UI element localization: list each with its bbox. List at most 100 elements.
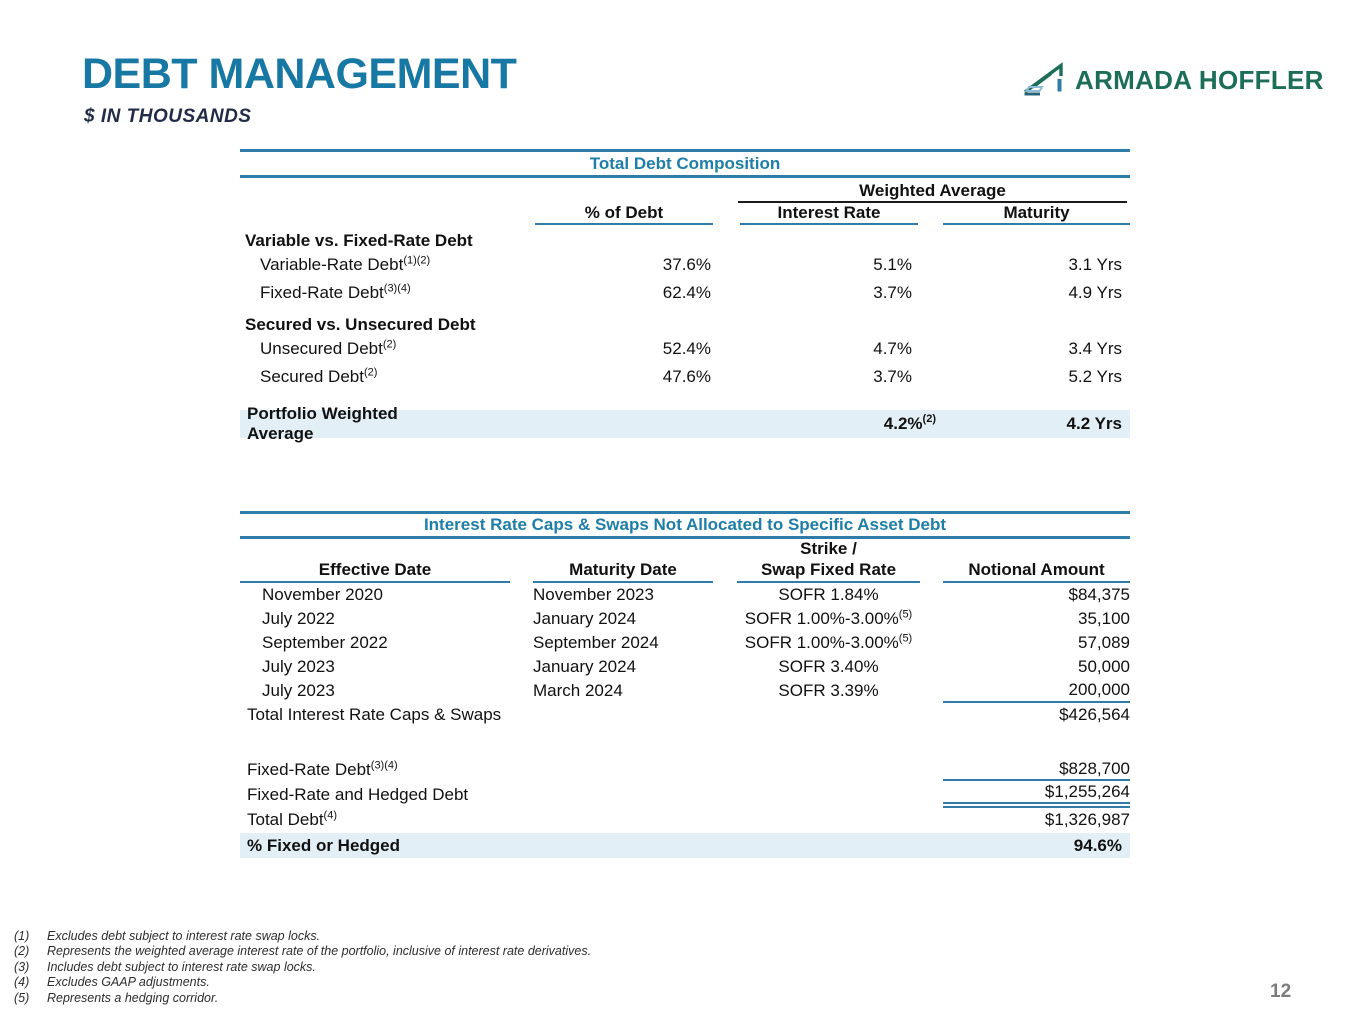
strike-value: SOFR 1.00%-3.00%(5) (737, 633, 920, 653)
footnote-ref: (2) (363, 366, 378, 379)
footnote: (4) Excludes GAAP adjustments. (14, 975, 591, 991)
row-label-text: Unsecured Debt (260, 339, 383, 358)
col-header-swap-fixed-rate: Swap Fixed Rate (737, 559, 920, 583)
footnote-ref: (1)(2) (403, 254, 431, 267)
col-header-pct-of-debt: % of Debt (535, 203, 713, 225)
col-header-strike-line1: Strike / (800, 539, 857, 558)
row-label-text: Secured Debt (260, 367, 364, 386)
pct-fixed-or-hedged-row: % Fixed or Hedged 94.6% (240, 833, 1130, 858)
summary-row-fixed-and-hedged: Fixed-Rate and Hedged Debt $1,255,264 (240, 782, 1130, 808)
page-number: 12 (1270, 981, 1292, 1002)
highlight-label: % Fixed or Hedged (247, 835, 401, 855)
portfolio-maturity-value: 4.2 Yrs (1066, 414, 1122, 433)
footnote: (1) Excludes debt subject to interest ra… (14, 928, 591, 944)
strike-value: SOFR 1.00%-3.00%(5) (737, 609, 920, 629)
caps-swaps-total-row: Total Interest Rate Caps & Swaps $426,56… (240, 703, 1130, 727)
page-subtitle: $ IN THOUSANDS (84, 106, 252, 127)
maturity-date-value: November 2023 (533, 585, 654, 604)
footnote-text: Includes debt subject to interest rate s… (47, 959, 316, 974)
footnote-ref: (4) (323, 808, 337, 821)
footnote-number: (1) (14, 928, 30, 943)
col-header-notional-amount: Notional Amount (943, 559, 1130, 583)
table-row: Fixed-Rate Debt(3)(4) 62.4% 3.7% 4.9 Yrs (240, 279, 1130, 307)
strike-text: SOFR 1.00%-3.00% (744, 609, 899, 628)
col-header-effective-date: Effective Date (240, 559, 510, 583)
maturity-value: 3.1 Yrs (1068, 255, 1122, 274)
strike-header-row: Strike / (240, 539, 1130, 559)
effective-date-value: July 2022 (262, 609, 335, 628)
effective-date-value: July 2023 (262, 657, 335, 676)
footnote-text: Represents a hedging corridor. (47, 990, 219, 1005)
effective-date-value: July 2023 (262, 681, 335, 700)
strike-value: SOFR 3.40% (737, 657, 920, 677)
row-label: Unsecured Debt(2) (240, 339, 535, 359)
footnote-number: (2) (14, 944, 30, 959)
table-row: September 2022 September 2024 SOFR 1.00%… (240, 631, 1130, 655)
summary-row-label: Portfolio Weighted Average (247, 404, 398, 443)
row-label: Secured Debt(2) (240, 367, 535, 387)
row-label: Fixed-Rate Debt(3)(4) (240, 283, 535, 303)
table-row: November 2020 November 2023 SOFR 1.84% $… (240, 583, 1130, 607)
row-label-text: Variable-Rate Debt (260, 255, 404, 274)
weighted-average-group-row: Weighted Average (240, 181, 1130, 203)
maturity-value: 3.4 Yrs (1068, 339, 1122, 358)
section-header-secured-vs-unsecured: Secured vs. Unsecured Debt (245, 315, 476, 334)
strike-text: SOFR 3.39% (778, 681, 879, 700)
summary-value: $828,700 (943, 759, 1130, 781)
maturity-date-value: March 2024 (533, 681, 623, 700)
maturity-date-value: September 2024 (533, 633, 659, 652)
footnote: (3) Includes debt subject to interest ra… (14, 959, 591, 975)
strike-value: SOFR 3.39% (737, 681, 920, 701)
table-row: Secured Debt(2) 47.6% 3.7% 5.2 Yrs (240, 363, 1130, 391)
summary-row-fixed-rate-debt: Fixed-Rate Debt(3)(4) $828,700 (240, 757, 1130, 783)
notional-value: 50,000 (1078, 657, 1130, 676)
footnote-number: (4) (14, 975, 30, 990)
section-header-variable-vs-fixed: Variable vs. Fixed-Rate Debt (245, 231, 473, 250)
pct-of-debt-value: 37.6% (662, 255, 711, 274)
portfolio-rate-value: 4.2%(2) (740, 414, 936, 434)
strike-text: SOFR 1.84% (778, 585, 879, 604)
footnote-text: Represents the weighted average interest… (47, 944, 592, 959)
col-header-interest-rate: Interest Rate (740, 203, 918, 225)
strike-text: SOFR 1.00%-3.00% (744, 633, 899, 652)
summary-label-text: Total Debt (247, 809, 324, 829)
maturity-date-value: January 2024 (533, 609, 637, 628)
maturity-date-value: January 2024 (533, 657, 637, 676)
footnotes: (1) Excludes debt subject to interest ra… (14, 928, 591, 1006)
strike-text: SOFR 3.40% (778, 657, 879, 676)
highlight-value: 94.6% (1073, 835, 1122, 855)
notional-value: 57,089 (1078, 633, 1130, 652)
effective-date-value: November 2020 (262, 585, 383, 604)
footnote-ref: (5) (898, 608, 913, 621)
table-row: July 2023 January 2024 SOFR 3.40% 50,000 (240, 655, 1130, 679)
logo-mark-icon (1023, 62, 1063, 96)
notional-value: $84,375 (1068, 585, 1130, 604)
company-logo: ARMADA HOFFLER (1022, 62, 1324, 98)
logo-text: ARMADA HOFFLER (1075, 64, 1324, 95)
interest-rate-value: 3.7% (873, 283, 912, 302)
table-row: Unsecured Debt(2) 52.4% 4.7% 3.4 Yrs (240, 335, 1130, 363)
strike-value: SOFR 1.84% (737, 585, 920, 605)
effective-date-value: September 2022 (262, 633, 388, 652)
summary-value: $1,255,264 (943, 782, 1130, 808)
interest-rate-value: 5.1% (873, 255, 912, 274)
summary-label: Fixed-Rate and Hedged Debt (240, 785, 943, 805)
footnote-ref: (3)(4) (370, 759, 398, 772)
pct-of-debt-value: 47.6% (662, 367, 711, 386)
maturity-value: 5.2 Yrs (1068, 367, 1122, 386)
pct-of-debt-value: 52.4% (662, 339, 711, 358)
row-label-text: Fixed-Rate Debt (260, 283, 384, 302)
table-row: Variable-Rate Debt(1)(2) 37.6% 5.1% 3.1 … (240, 251, 1130, 279)
table1-title: Total Debt Composition (240, 149, 1130, 178)
portfolio-weighted-average-row: Portfolio Weighted Average 4.2%(2) 4.2 Y… (240, 404, 1130, 443)
footnote-text: Excludes debt subject to interest rate s… (47, 928, 321, 943)
total-value: $426,564 (1059, 705, 1130, 724)
summary-row-total-debt: Total Debt(4) $1,326,987 (240, 806, 1130, 833)
interest-rate-value: 3.7% (873, 367, 912, 386)
notional-value: 35,100 (1078, 609, 1130, 628)
footnote: (2) Represents the weighted average inte… (14, 944, 591, 960)
summary-label-text: Fixed-Rate and Hedged Debt (247, 784, 469, 804)
footnote-ref: (2) (382, 338, 397, 351)
col-header-maturity-date: Maturity Date (533, 559, 713, 583)
